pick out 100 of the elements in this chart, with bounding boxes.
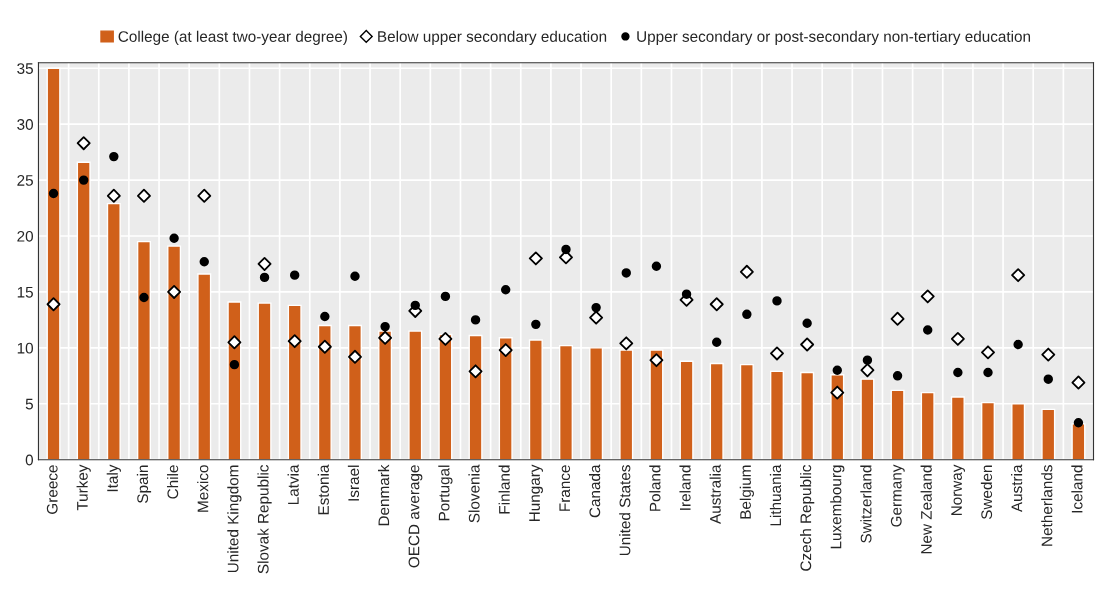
x-tick-label: Lithuania <box>769 464 782 526</box>
x-tick-label: Latvia <box>287 464 299 505</box>
x-tick-label: United States <box>619 465 631 556</box>
point <box>289 270 300 280</box>
point <box>500 284 511 295</box>
point <box>711 337 722 347</box>
x-tick-label: Belgium <box>739 465 754 519</box>
point <box>892 371 903 381</box>
point <box>983 367 993 378</box>
legend-label: College (at least two-year degree) <box>118 30 347 45</box>
x-tick-label: Greece <box>46 465 58 514</box>
point <box>923 325 933 335</box>
point <box>770 346 784 361</box>
x-tick-label: Slovak Republic <box>257 464 272 574</box>
point <box>890 311 905 326</box>
point <box>350 271 360 281</box>
x-tick-label: Australia <box>709 464 721 524</box>
point <box>470 315 481 325</box>
point <box>681 289 692 299</box>
point <box>591 302 601 313</box>
point <box>531 319 541 330</box>
x-tick-label: Canada <box>589 464 601 518</box>
point <box>649 353 664 368</box>
x-tick-label: Israel <box>347 465 360 501</box>
x-tick-label: Chile <box>166 465 179 499</box>
point <box>950 331 965 346</box>
point <box>802 318 812 328</box>
point <box>1041 347 1056 362</box>
point <box>167 284 182 299</box>
point <box>830 385 845 400</box>
point <box>48 188 59 199</box>
point <box>197 188 212 203</box>
x-tick-label: Netherlands <box>1041 465 1053 546</box>
x-tick-label: Finland <box>498 465 510 514</box>
bar <box>1041 408 1056 460</box>
x-tick-label: Slovenia <box>468 464 480 523</box>
point <box>981 345 995 360</box>
point <box>287 334 302 349</box>
point <box>953 367 963 378</box>
bar <box>1071 423 1086 460</box>
x-tick-label: Luxembourg <box>830 465 845 549</box>
point <box>832 365 842 375</box>
point <box>800 337 815 352</box>
point <box>498 343 513 358</box>
y-tick-label: 30 <box>17 119 34 130</box>
x-tick-label: Switzerland <box>860 465 872 543</box>
legend-label: Below upper secondary education <box>378 30 607 45</box>
point <box>137 188 151 203</box>
point <box>1073 418 1084 428</box>
point <box>561 244 571 255</box>
x-tick-label: Spain <box>136 465 152 503</box>
x-tick-label: Turkey <box>76 464 91 511</box>
y-tick-label: 0 <box>25 454 34 466</box>
point <box>380 321 390 332</box>
point <box>320 311 330 322</box>
point <box>348 349 362 364</box>
point <box>1071 375 1086 390</box>
point <box>1011 268 1026 283</box>
legend-label: Upper secondary or post-secondary non-tertiary education <box>637 30 1031 45</box>
x-tick-label: Italy <box>106 464 121 492</box>
point <box>139 292 149 303</box>
point <box>589 310 604 325</box>
x-tick-label: Hungary <box>529 464 543 522</box>
y-tick-label: 10 <box>17 342 34 354</box>
point <box>199 257 209 267</box>
x-tick-label: Ireland <box>679 465 691 510</box>
x-tick-label: Portugal <box>438 465 453 521</box>
x-tick-label: United Kingdom <box>227 465 242 573</box>
point <box>106 188 121 203</box>
point <box>862 355 873 365</box>
x-tick-label: Poland <box>649 465 661 511</box>
point <box>76 136 91 151</box>
point <box>619 336 634 351</box>
point <box>438 331 453 346</box>
point <box>378 330 393 345</box>
point <box>621 268 631 278</box>
point <box>860 363 875 378</box>
point <box>227 335 242 350</box>
x-tick-label: Sweden <box>980 465 993 520</box>
point <box>259 272 270 283</box>
point <box>742 309 752 320</box>
point <box>317 339 332 354</box>
x-tick-label: Iceland <box>1071 465 1083 513</box>
point <box>739 264 754 279</box>
x-tick-label: Mexico <box>197 465 209 512</box>
y-tick-label: 20 <box>17 230 34 242</box>
x-tick-label: New Zealand <box>920 465 932 554</box>
x-tick-label: Denmark <box>378 464 390 526</box>
point <box>772 296 782 306</box>
point <box>1043 374 1053 384</box>
y-tick-label: 5 <box>25 398 33 410</box>
point <box>709 297 724 312</box>
point <box>46 297 61 312</box>
x-tick-label: OECD average <box>408 465 423 568</box>
x-tick-label: Germany <box>890 464 905 527</box>
point <box>257 257 272 271</box>
point <box>78 175 89 185</box>
x-tick-label: Czech Republic <box>800 464 815 571</box>
point <box>109 151 119 162</box>
point <box>229 359 240 370</box>
